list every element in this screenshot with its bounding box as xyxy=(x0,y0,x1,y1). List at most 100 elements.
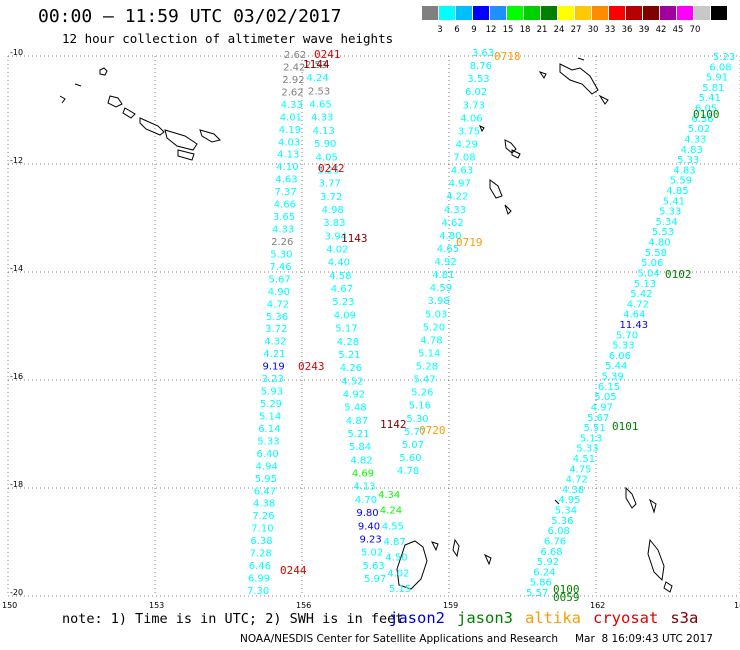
wave-height-value: 4.02 xyxy=(326,245,348,256)
wave-height-value: 5.48 xyxy=(344,403,366,414)
chart-subtitle: 12 hour collection of altimeter wave hei… xyxy=(62,31,394,46)
wave-height-value: 5.67 xyxy=(587,413,609,424)
colorbar-label: 9 xyxy=(471,25,477,35)
colorbar-label: 21 xyxy=(536,25,548,35)
wave-height-value: 5.60 xyxy=(399,453,421,464)
wave-height-value: 5.23 xyxy=(332,297,354,308)
wave-height-value: 9.40 xyxy=(358,521,380,532)
wave-height-value: 5.33 xyxy=(576,444,598,455)
lon-label: 162 xyxy=(590,601,605,610)
pass-time-label: 0241 xyxy=(314,48,341,61)
wave-height-value: 9.19 xyxy=(263,362,285,373)
wave-height-value: 4.70 xyxy=(355,495,377,506)
wave-height-value: 4.19 xyxy=(279,125,301,136)
coastline-island xyxy=(99,67,108,76)
wave-height-value: 6.99 xyxy=(248,574,270,585)
wave-height-value: 5.92 xyxy=(537,557,559,568)
wave-height-value: 5.86 xyxy=(530,578,552,589)
wave-height-value: 4.75 xyxy=(569,464,591,475)
colorbar-swatch xyxy=(558,6,574,20)
colorbar-swatch xyxy=(507,6,523,20)
lon-label: 159 xyxy=(443,601,458,610)
wave-height-value: 4.78 xyxy=(420,335,442,346)
wave-height-value: 5.51 xyxy=(584,423,606,434)
coastline-island xyxy=(479,124,485,133)
wave-height-value: 4.52 xyxy=(341,376,363,387)
wave-height-value: 5.14 xyxy=(259,412,281,423)
colorbar-swatch xyxy=(677,6,693,20)
wave-height-value: 5.03 xyxy=(425,309,447,320)
wave-height-value: 4.66 xyxy=(274,200,296,211)
wave-height-value: 5.53 xyxy=(652,227,674,238)
wave-height-value: 5.67 xyxy=(269,274,291,285)
colorbar-swatch xyxy=(711,6,727,20)
wave-height-value: 4.06 xyxy=(460,113,482,124)
wave-height-value: 4.62 xyxy=(442,218,464,229)
wave-height-value: 5.21 xyxy=(338,350,360,361)
wave-height-value: 4.69 xyxy=(352,469,374,480)
wave-height-value: 6.40 xyxy=(257,449,279,460)
colorbar-label: 70 xyxy=(689,25,701,35)
wave-height-value: 4.26 xyxy=(340,363,362,374)
colorbar-swatch xyxy=(422,6,438,20)
wave-height-value: 7.30 xyxy=(247,586,269,597)
pass-time-label: 0100 xyxy=(553,583,580,596)
wave-height-value: 3.53 xyxy=(467,74,489,85)
wave-height-value: 4.05 xyxy=(316,152,338,163)
wave-height-value: 6.24 xyxy=(533,567,555,578)
legend-item-jason2: jason2 xyxy=(389,609,445,627)
wave-height-value: 4.03 xyxy=(278,137,300,148)
wave-height-value: 5.58 xyxy=(645,248,667,259)
wave-height-value: 6.36 xyxy=(691,114,713,125)
wave-height-value: 5.63 xyxy=(363,561,385,572)
wave-height-value: 9.80 xyxy=(356,508,378,519)
wave-height-value: 5.02 xyxy=(361,548,383,559)
wave-height-value: 4.90 xyxy=(268,287,290,298)
pass-time-label: 0718 xyxy=(494,50,521,63)
wave-height-value: 3.72 xyxy=(320,192,342,203)
wave-height-value: 5.06 xyxy=(641,258,663,269)
wave-height-value: 3.98 xyxy=(428,296,450,307)
pass-time-label: 1144 xyxy=(303,58,330,71)
wave-height-value: 4.65 xyxy=(437,244,459,255)
wave-height-value: 4.33 xyxy=(272,225,294,236)
wave-height-value: 5.34 xyxy=(656,217,678,228)
wave-height-value: 4.13 xyxy=(277,150,299,161)
wave-height-value: 4.24 xyxy=(307,73,329,84)
lat-label: -14 xyxy=(10,264,23,273)
coastline-island xyxy=(538,71,547,79)
wave-height-value: 4.02 xyxy=(387,568,409,579)
coastline-island xyxy=(647,538,665,582)
colorbar-label: 33 xyxy=(604,25,616,35)
wave-height-value: 5.33 xyxy=(612,341,634,352)
colorbar-swatch xyxy=(643,6,659,20)
coastline-island xyxy=(59,95,66,104)
colorbar-label: 27 xyxy=(570,25,582,35)
wave-height-value: 4.10 xyxy=(276,162,298,173)
wave-height-value: 4.33 xyxy=(684,135,706,146)
coastline-island xyxy=(577,57,585,61)
colorbar-swatch xyxy=(660,6,676,20)
coastlines xyxy=(59,57,673,593)
wave-height-value: 4.97 xyxy=(449,179,471,190)
wave-height-value: 5.91 xyxy=(706,73,728,84)
colorbar-swatch xyxy=(592,6,608,20)
wave-height-value: 4.13 xyxy=(313,126,335,137)
wave-height-value: 5.07 xyxy=(402,440,424,451)
lat-label: -20 xyxy=(10,588,23,597)
wave-height-value: 5.59 xyxy=(670,176,692,187)
wave-height-value: 7.26 xyxy=(252,511,274,522)
wave-height-value: 5.20 xyxy=(423,322,445,333)
wave-height-value: 2.62 xyxy=(284,50,306,61)
coastline-island xyxy=(164,129,198,151)
pass-time-label: 0242 xyxy=(318,162,345,175)
coastline-island xyxy=(177,149,195,161)
wave-height-value: 3.83 xyxy=(323,218,345,229)
satellite-legend: jason2 jason3 altika cryosat s3a xyxy=(389,609,710,627)
colorbar-label: 3 xyxy=(437,25,443,35)
coastline-island xyxy=(139,117,165,136)
wave-height-value: 4.67 xyxy=(331,284,353,295)
wave-height-value: 5.28 xyxy=(416,362,438,373)
wave-height-value: 4.09 xyxy=(334,310,356,321)
wave-height-value: 5.39 xyxy=(602,372,624,383)
